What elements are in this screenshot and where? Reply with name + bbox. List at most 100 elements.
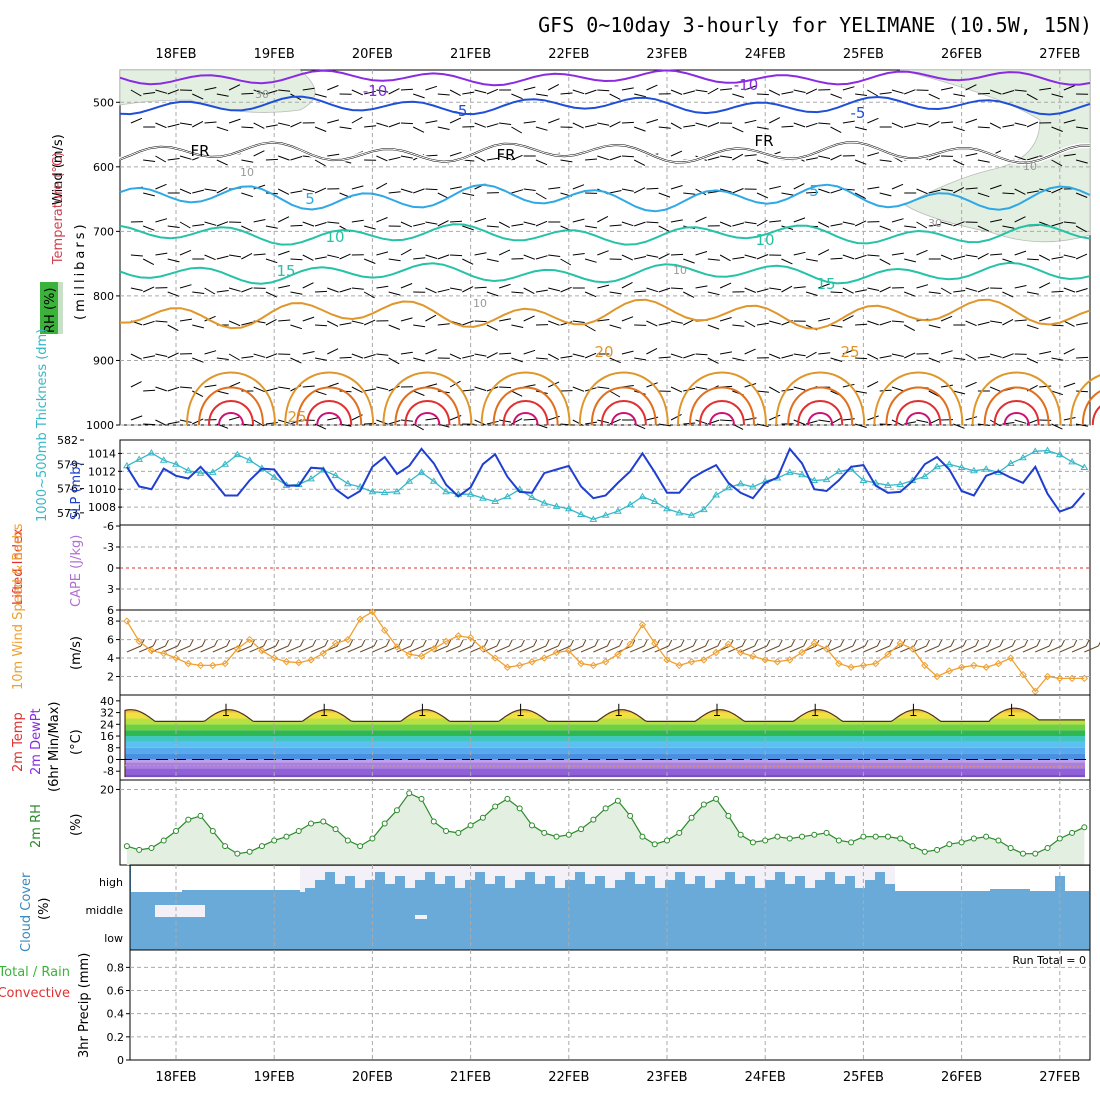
- wind-barb: [486, 88, 499, 95]
- wind-barb: [155, 89, 168, 94]
- wind-barb: [756, 159, 769, 164]
- wind-barb: [768, 117, 781, 124]
- wind-barb: [953, 423, 965, 429]
- warm-arch: [590, 386, 657, 426]
- wind-barb: [327, 320, 339, 327]
- wind-barb: [854, 159, 867, 165]
- wind-barb: [1026, 291, 1039, 295]
- ytick-label: 600: [93, 161, 114, 174]
- wind-barb: [364, 388, 376, 392]
- thickness-point: [417, 468, 426, 475]
- wind-barb: [756, 288, 769, 293]
- wind-barb: [278, 250, 290, 256]
- wind-barb: [1076, 356, 1089, 359]
- wind-barb: [781, 125, 794, 128]
- wind-barb: [204, 121, 217, 124]
- wind-barb: [670, 386, 683, 393]
- rh2m-point: [700, 801, 707, 808]
- wind-barb: [621, 121, 634, 124]
- wind-barb: [228, 287, 241, 292]
- warm-arch: [284, 371, 375, 426]
- wind-barb: [400, 419, 413, 422]
- wind-barb: [1014, 155, 1027, 161]
- wind-barb: [535, 126, 548, 131]
- wind-barb: [965, 381, 977, 388]
- surface-wind-barb: [985, 645, 1001, 653]
- wind-barb: [805, 351, 817, 359]
- wind-barb: [204, 87, 217, 91]
- wind-barb: [560, 355, 573, 359]
- surface-wind-barb: [778, 639, 783, 647]
- wind-barb: [1063, 254, 1076, 259]
- wind-barb: [523, 315, 535, 322]
- wind-speed-point: [663, 656, 671, 664]
- cloud-cover-bar: [415, 880, 425, 892]
- wind-barb: [363, 354, 376, 359]
- wind-barb: [989, 184, 1002, 190]
- surface-wind-barb: [570, 639, 574, 647]
- wind-barb: [523, 188, 536, 191]
- surface-wind-barb: [152, 639, 157, 647]
- warm-arch: [1091, 405, 1100, 426]
- surface-wind-barb: [752, 645, 768, 653]
- wind-barb: [290, 357, 302, 364]
- warm-arch: [218, 412, 244, 426]
- surface-wind-barb: [447, 639, 452, 647]
- ytick-label: 3: [107, 583, 114, 596]
- wind-speed-point: [859, 661, 868, 670]
- warm-arch: [993, 400, 1040, 426]
- wind-barb: [793, 353, 806, 357]
- wind-barb: [486, 225, 499, 228]
- wind-speed-point: [503, 663, 512, 671]
- wind-speed-point: [749, 652, 757, 660]
- wind-speed-point: [786, 656, 794, 664]
- thickness-point: [712, 491, 720, 498]
- warm-arch: [677, 371, 767, 426]
- cloud-cover-bar: [845, 876, 855, 892]
- cloud-cover-bar: [765, 880, 775, 892]
- wind-barb: [155, 218, 168, 223]
- rh2m-point: [381, 820, 388, 827]
- wind-barb: [695, 251, 708, 256]
- wind-barb: [634, 221, 646, 227]
- surface-wind-barb: [126, 645, 142, 653]
- wind-barb: [290, 258, 303, 261]
- wind-speed-point: [245, 635, 254, 644]
- wind-barb: [769, 287, 782, 291]
- ytick-label: 32: [100, 707, 114, 720]
- wind-barb: [339, 322, 352, 326]
- wind-barb: [449, 151, 462, 157]
- thickness-point: [245, 456, 254, 463]
- wind-barb: [155, 252, 168, 256]
- surface-wind-barb: [165, 639, 169, 647]
- cloud-cover-bar: [1055, 876, 1065, 892]
- surface-wind-barb: [887, 645, 903, 653]
- wind-barb: [339, 288, 352, 293]
- thickness-point: [699, 505, 708, 513]
- wind-barb: [155, 155, 167, 163]
- ytick-label: 8: [107, 615, 114, 628]
- surface-wind-barb: [556, 645, 571, 653]
- wind-barb: [130, 117, 143, 124]
- wind-barb: [498, 221, 510, 229]
- wind-barb: [535, 289, 548, 293]
- cloud-clear-block: [155, 905, 205, 917]
- wind-barb: [989, 122, 1002, 129]
- wind-barb: [756, 219, 768, 227]
- wind-barb: [1014, 319, 1027, 322]
- wind-barb: [646, 221, 659, 224]
- rh2m-point: [541, 829, 548, 836]
- wind-barb: [388, 324, 400, 330]
- wind-barb: [658, 126, 671, 129]
- wind-barb: [474, 217, 487, 223]
- cloud-cover-bar: [505, 888, 515, 892]
- wind-speed-point: [368, 608, 377, 616]
- date-label-top: 19FEB: [254, 47, 295, 62]
- ytick-label: 0.6: [107, 985, 125, 998]
- wind-barb: [425, 120, 438, 124]
- date-label-top: 21FEB: [450, 47, 491, 62]
- rh2m-point: [713, 795, 720, 802]
- surface-wind-barb: [975, 639, 980, 647]
- wind-barb: [1063, 287, 1076, 293]
- wind-barb: [670, 89, 683, 95]
